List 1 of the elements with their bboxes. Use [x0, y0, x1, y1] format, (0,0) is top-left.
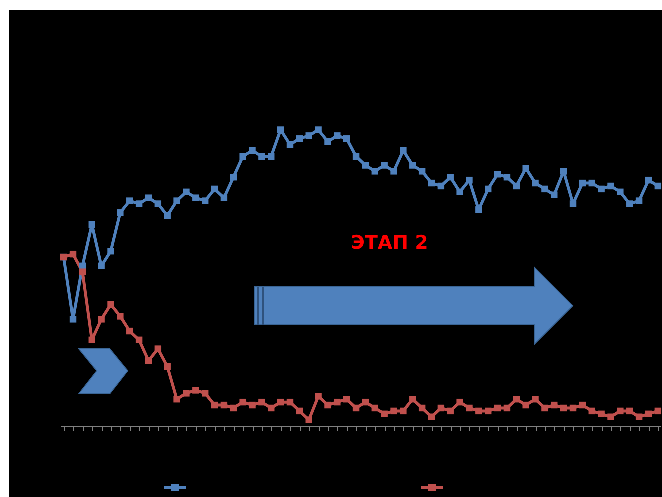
annotation: ЭТАП 2: [351, 232, 428, 254]
